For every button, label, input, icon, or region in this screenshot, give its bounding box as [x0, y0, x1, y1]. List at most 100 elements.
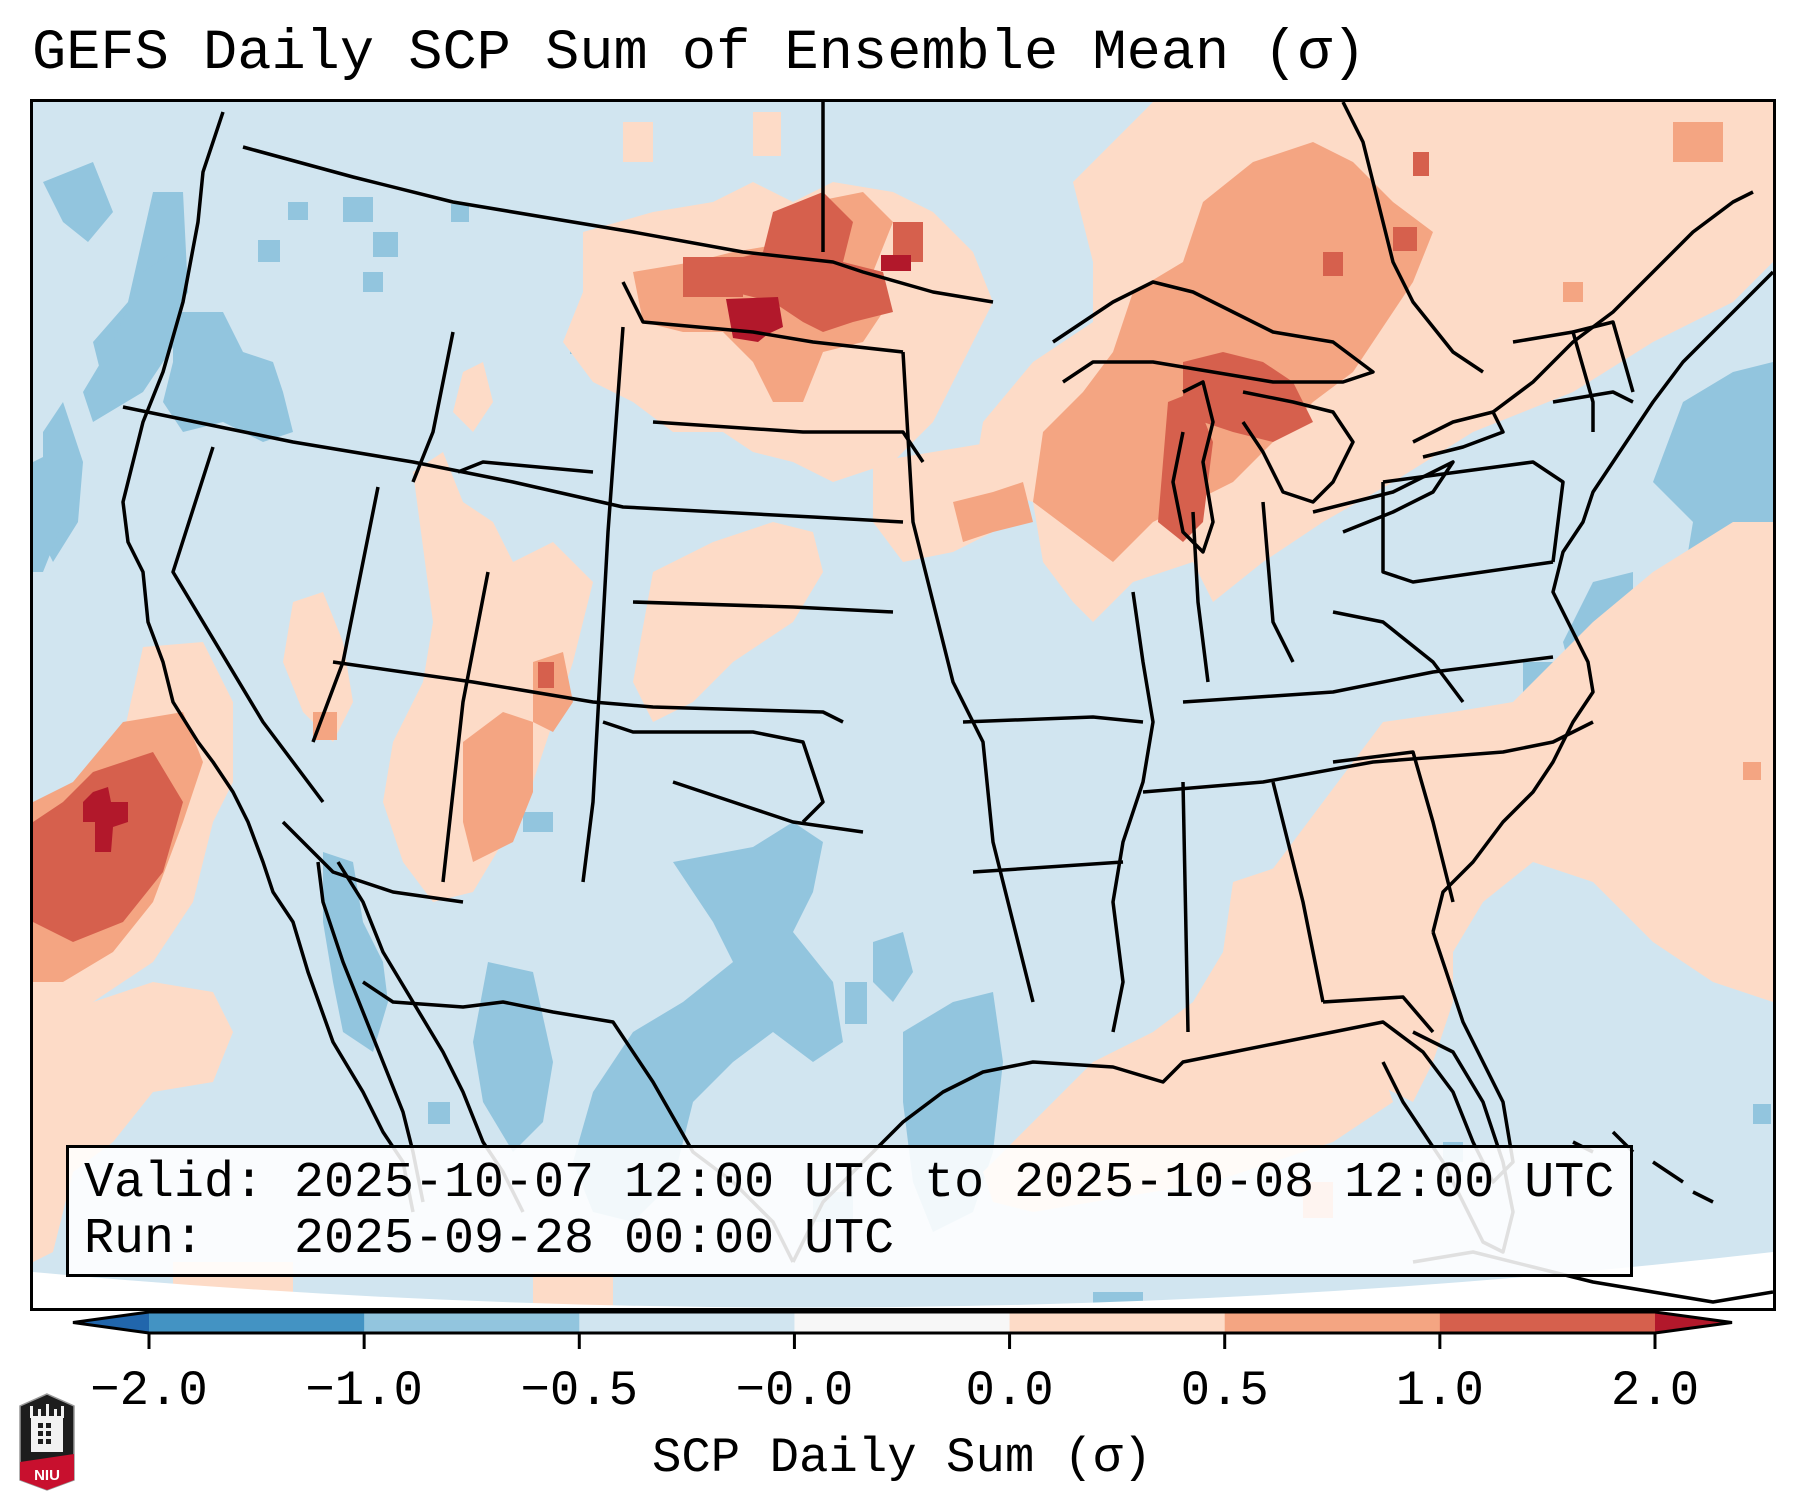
colorbar-bins: [72, 1310, 1733, 1335]
anomaly-cell: [343, 197, 373, 222]
anomaly-cell: [43, 162, 113, 242]
anomaly-cell: [573, 822, 843, 1222]
valid-row: Valid: 2025-10-07 12:00 UTC to 2025-10-08…: [84, 1156, 1614, 1212]
state-border: [1271, 781, 1325, 1003]
anomaly-cell: [633, 522, 823, 722]
colorbar-tick-label: −2.0: [90, 1363, 208, 1419]
logo-red-band: [20, 1454, 74, 1490]
state-border: [122, 405, 904, 524]
anomaly-cell: [1563, 282, 1583, 302]
anomaly-cell: [723, 192, 893, 332]
lake-michigan-shore: [1171, 380, 1215, 554]
pacific-coastline: [121, 111, 415, 1213]
state-border: [621, 281, 904, 354]
anomaly-cell: [1323, 252, 1343, 276]
colorbar-ticks: [147, 1333, 1657, 1349]
anomaly-cell: [885, 950, 905, 974]
state-border: [1552, 390, 1634, 404]
anomaly-cell: [83, 252, 183, 422]
state-border: [1382, 460, 1565, 563]
anomaly-cell: [33, 982, 233, 1262]
map-panel: [30, 99, 1776, 1311]
lake-superior-shore: [1052, 280, 1375, 384]
state-border: [332, 660, 844, 724]
anomaly-cell: [453, 362, 493, 432]
logo-text: NIU: [34, 1467, 60, 1484]
anomaly-cell: [163, 312, 293, 442]
lake-erie-shore: [1312, 460, 1455, 534]
anomaly-cell: [33, 452, 63, 572]
valid-time-range: 2025-10-07 12:00 UTC to 2025-10-08 12:00…: [294, 1155, 1615, 1212]
anomaly-cell: [83, 787, 128, 852]
state-border: [1261, 501, 1295, 663]
colorbar-bin: [149, 1312, 365, 1333]
anomaly-cell: [363, 272, 383, 292]
anomaly-map: [33, 102, 1773, 1308]
anomaly-cell: [1753, 1104, 1771, 1124]
colorbar-tick-labels: −2.0 −1.0 −0.5 −0.0 0.0 0.5 1.0 2.0: [90, 1363, 1699, 1419]
anomaly-cell: [463, 712, 533, 862]
colorbar-bin: [1009, 1312, 1226, 1333]
run-row: Run: 2025-09-28 00:00 UTC: [84, 1212, 894, 1268]
state-border: [632, 600, 894, 614]
anomaly-cell: [373, 232, 398, 257]
run-label: Run:: [84, 1211, 205, 1268]
anomaly-cell: [288, 202, 308, 220]
colorbar-bin: [1439, 1312, 1656, 1333]
state-border: [1332, 610, 1465, 704]
state-border: [1322, 995, 1435, 1034]
state-border: [581, 326, 625, 883]
anomaly-cell: [538, 662, 554, 688]
anomaly-cell: [533, 1272, 613, 1308]
chart-title: GEFS Daily SCP Sum of Ensemble Mean (σ): [32, 22, 1367, 86]
anomaly-cell: [1033, 142, 1433, 562]
colorbar-bin: [364, 1312, 580, 1333]
anomaly-cell: [283, 592, 353, 742]
niu-logo: NIU: [19, 1393, 75, 1491]
colorbar-tick-label: 0.0: [965, 1363, 1053, 1419]
anomaly-cell: [881, 255, 911, 271]
state-border: [1142, 720, 1594, 794]
colorbar-tick-label: −1.0: [305, 1363, 423, 1419]
state-border: [602, 720, 825, 824]
colorbar-tick-label: 2.0: [1611, 1363, 1699, 1419]
lake-huron-shore: [1241, 390, 1355, 504]
anomaly-cell: [523, 812, 553, 832]
anomaly-cell: [1393, 227, 1417, 251]
anomaly-cell: [323, 852, 388, 1052]
tower-icon: [30, 1404, 64, 1452]
anomaly-cell: [623, 122, 653, 162]
colorbar-over-arrow: [1655, 1312, 1732, 1333]
colorbar-bin: [579, 1312, 795, 1333]
state-border: [281, 820, 464, 904]
state-border: [1111, 591, 1155, 1033]
anomaly-cell: [1413, 152, 1429, 176]
state-border: [1181, 781, 1190, 1033]
state-border: [441, 571, 490, 883]
lake-ontario-shore: [1412, 410, 1505, 459]
valid-label: Valid:: [84, 1155, 265, 1212]
state-border: [1182, 655, 1554, 704]
anomaly-cell: [451, 204, 469, 222]
colorbar-tick-label: −0.5: [520, 1363, 638, 1419]
canada-us-border: [242, 145, 994, 304]
colorbar-label: SCP Daily Sum (σ): [652, 1430, 1152, 1486]
gulf-coastline: [791, 931, 1515, 1263]
anomaly-cell: [983, 862, 1393, 1212]
projection-edge: [33, 1252, 1773, 1308]
anomaly-cell: [1233, 522, 1773, 1102]
anomaly-cell: [428, 1102, 450, 1124]
colorbar-bin: [1224, 1312, 1441, 1333]
state-border: [457, 460, 594, 474]
colorbar-tick-label: −0.0: [736, 1363, 854, 1419]
state-border: [962, 715, 1144, 724]
state-border: [652, 420, 925, 463]
anomaly-cell: [258, 240, 280, 262]
state-border: [901, 351, 1035, 1003]
colorbar-tick-label: 0.5: [1181, 1363, 1269, 1419]
state-border: [1381, 482, 1554, 584]
anomaly-cell: [753, 112, 781, 156]
tower-windows: [38, 1423, 51, 1444]
colorbar: −2.0 −1.0 −0.5 −0.0 0.0 0.5 1.0 2.0: [72, 1310, 1733, 1419]
anomaly-cell: [383, 452, 593, 902]
